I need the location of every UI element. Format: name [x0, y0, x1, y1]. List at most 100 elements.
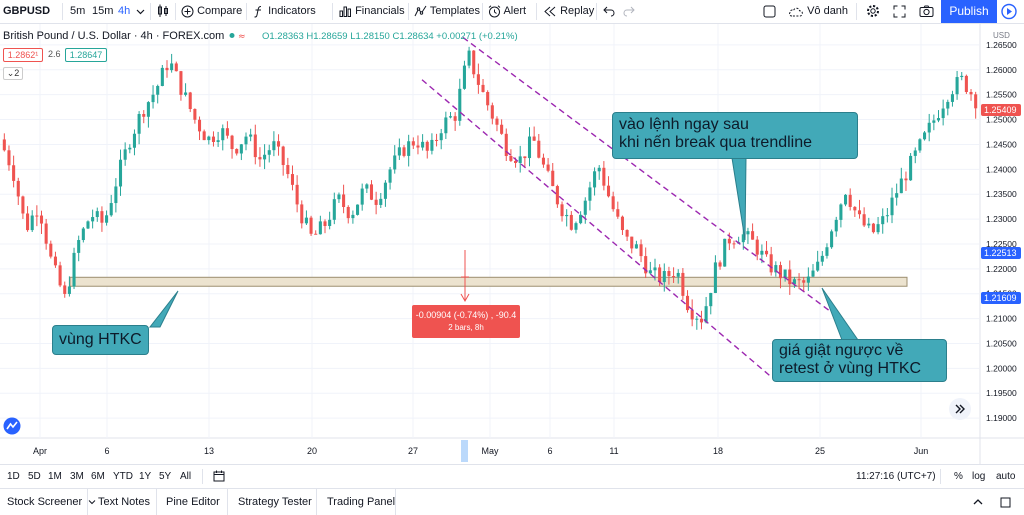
candle-body [918, 139, 922, 151]
tab-pine-editor[interactable]: Pine Editor [166, 496, 220, 508]
auto-toggle[interactable]: auto [996, 471, 1016, 482]
tab-strategy-tester[interactable]: Strategy Tester [238, 496, 312, 508]
currency-label: USD [993, 31, 1010, 40]
settings-button[interactable] [866, 0, 880, 23]
indicator-collapse-toggle[interactable]: ⌄2 [3, 67, 23, 80]
candle-body [560, 204, 564, 217]
candle-body [100, 211, 104, 223]
price-chart[interactable]: 1.190001.195001.200001.205001.210001.215… [0, 24, 1024, 464]
candle-body [709, 292, 713, 307]
percent-toggle[interactable]: % [954, 471, 963, 482]
range-ytd[interactable]: YTD [113, 471, 133, 482]
tradingview-logo[interactable] [3, 417, 21, 435]
symbol-title: British Pound / U.S. Dollar · 4h · FOREX… [3, 30, 225, 42]
symbol-search[interactable]: GBPUSD [3, 5, 51, 17]
tab-text-notes[interactable]: Text Notes [98, 496, 150, 508]
candle-body [425, 141, 429, 151]
candle-body [611, 196, 615, 210]
candle-body [328, 219, 332, 226]
maximize-panel-button[interactable] [1000, 489, 1011, 515]
candle-body [546, 164, 550, 171]
candle-body [211, 136, 216, 143]
candle-body [523, 156, 527, 159]
x-tick-label: 25 [815, 446, 825, 456]
log-toggle[interactable]: log [972, 471, 986, 482]
candle-body [388, 169, 392, 183]
interval-dropdown[interactable] [136, 0, 145, 23]
candle-body [778, 265, 783, 279]
camera-icon [919, 5, 934, 18]
market-status: ≈ [228, 30, 250, 41]
range-5y[interactable]: 5Y [159, 471, 172, 482]
candle-body [351, 214, 355, 219]
tab-stock-screener-label: Stock Screener [7, 496, 83, 508]
undo-button[interactable] [603, 0, 615, 23]
retest-callout[interactable]: giá giật ngược về retest ở vùng HTKC [772, 339, 947, 382]
range-6m[interactable]: 6M [91, 471, 105, 482]
collapse-panel-button[interactable] [973, 489, 983, 515]
candle-body [132, 133, 136, 148]
candle-body [555, 186, 559, 205]
candle-body [862, 214, 866, 226]
y-tick-label: 1.20500 [986, 338, 1017, 348]
scroll-to-realtime-button[interactable] [949, 398, 971, 420]
candle-body [26, 213, 30, 231]
publish-button[interactable]: Publish [941, 0, 997, 23]
buy-price-button[interactable]: 1.28647 [65, 48, 107, 62]
candle-body [620, 216, 624, 231]
range-3m[interactable]: 3M [70, 471, 84, 482]
snapshot-button[interactable] [919, 0, 934, 23]
candle-body [718, 262, 722, 267]
candle-body [964, 75, 968, 92]
candle-body [667, 270, 671, 277]
candle-body [969, 91, 973, 95]
redo-button[interactable] [623, 0, 635, 23]
interval-4h[interactable]: 4h [118, 5, 131, 17]
alert-button[interactable]: Alert [488, 0, 526, 23]
candle-body [574, 223, 578, 230]
candle-body [365, 184, 369, 189]
indicators-button[interactable]: Indicators [253, 0, 316, 23]
range-1d[interactable]: 1D [7, 471, 20, 482]
templates-button[interactable]: Templates [414, 0, 480, 23]
candle-body [146, 102, 150, 117]
candle-body [16, 180, 20, 197]
tab-trading-panel[interactable]: Trading Panel [327, 496, 396, 508]
candle-body [769, 254, 773, 273]
support-zone-callout[interactable]: vùng HTKC [52, 325, 149, 355]
candle-body [397, 147, 401, 156]
range-1y[interactable]: 1Y [139, 471, 152, 482]
fullscreen-toggle[interactable] [763, 0, 776, 23]
x-tick-label: 20 [307, 446, 317, 456]
financials-button[interactable]: Financials [339, 0, 405, 23]
tab-stock-screener[interactable]: Stock Screener [7, 489, 96, 515]
candle-body [830, 231, 834, 248]
goto-date-button[interactable] [213, 465, 225, 488]
sell-price-button[interactable]: 1.2862¹ [3, 48, 43, 62]
candle-body [86, 221, 90, 229]
chart-pane[interactable]: 1.190001.195001.200001.205001.210001.215… [0, 24, 1024, 464]
chart-type-button[interactable] [157, 0, 169, 23]
replay-button[interactable]: Replay [543, 0, 594, 23]
candle-body [244, 136, 248, 145]
live-stream-button[interactable] [999, 2, 1019, 21]
range-5d[interactable]: 5D [28, 471, 41, 482]
candle-body [741, 234, 745, 243]
candle-body [295, 184, 299, 205]
entry-callout[interactable]: vào lệnh ngay sau khi nến break qua tren… [612, 112, 858, 159]
y-tick-label: 1.24000 [986, 164, 1017, 174]
compare-button[interactable]: Compare [181, 0, 242, 23]
range-all[interactable]: All [180, 471, 192, 482]
expand-button[interactable] [893, 0, 906, 23]
clock[interactable]: 11:27:16 (UTC+7) [856, 471, 936, 482]
templates-label: Templates [429, 5, 480, 17]
level-mid-label: 1.22513 [981, 247, 1021, 259]
interval-5m[interactable]: 5m [70, 5, 86, 17]
interval-15m[interactable]: 15m [92, 5, 114, 17]
y-tick-label: 1.25500 [986, 90, 1017, 100]
candle-body [230, 135, 234, 150]
layout-name-button[interactable]: Vô danh [788, 0, 848, 23]
cloud-icon [789, 7, 803, 17]
candle-body [67, 286, 71, 294]
range-1m[interactable]: 1M [48, 471, 62, 482]
